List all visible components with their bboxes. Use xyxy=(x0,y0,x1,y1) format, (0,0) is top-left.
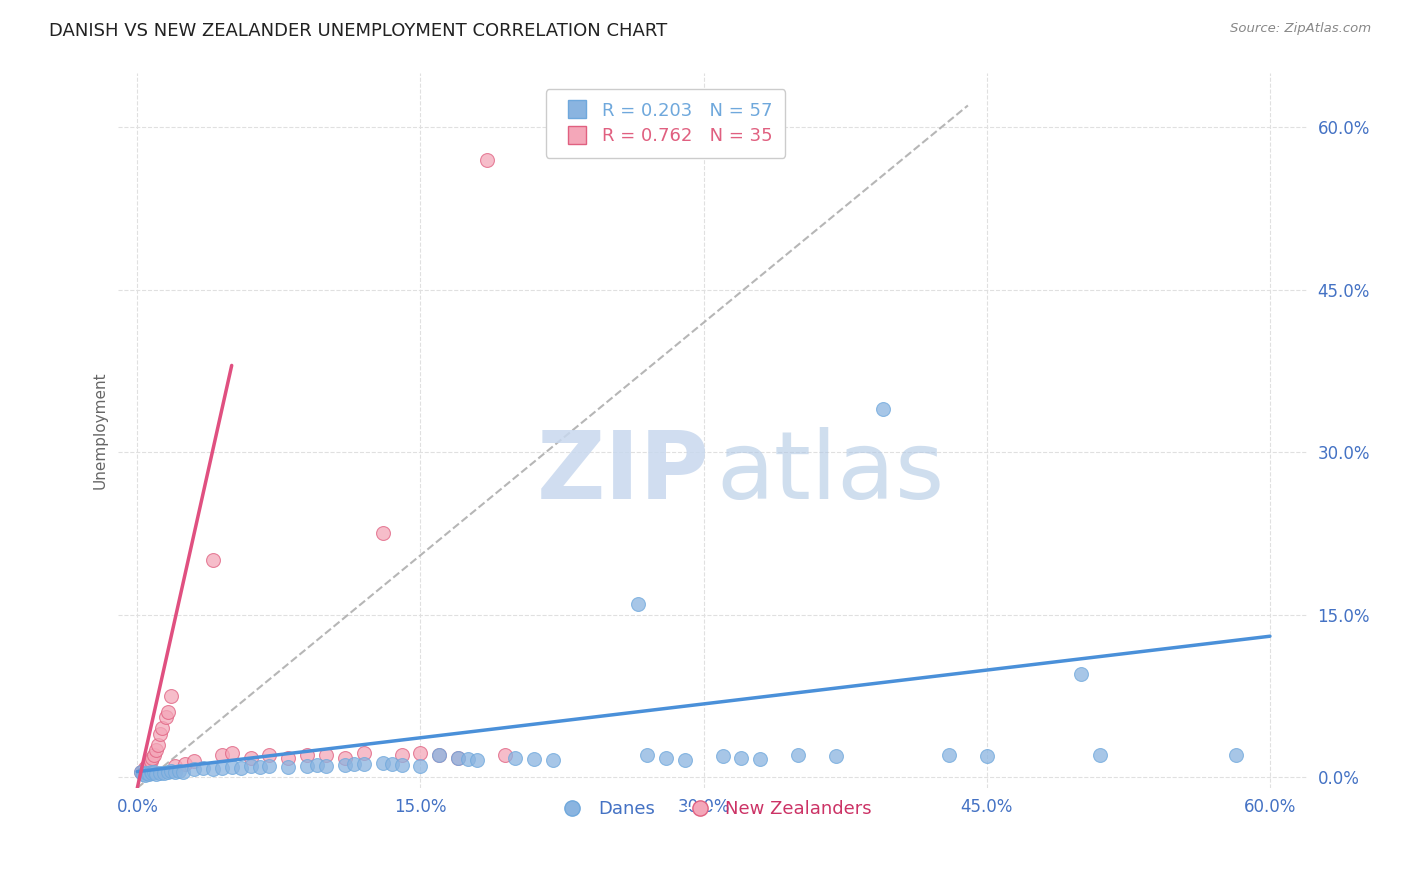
Point xyxy=(787,748,810,763)
Point xyxy=(193,761,215,775)
Point xyxy=(143,748,166,763)
Point xyxy=(730,750,752,764)
Point xyxy=(277,750,299,764)
Point xyxy=(277,760,299,774)
Point xyxy=(381,757,404,772)
Text: Source: ZipAtlas.com: Source: ZipAtlas.com xyxy=(1230,22,1371,36)
Point xyxy=(655,750,678,764)
Point xyxy=(427,748,450,763)
Point xyxy=(201,763,224,777)
Text: DANISH VS NEW ZEALANDER UNEMPLOYMENT CORRELATION CHART: DANISH VS NEW ZEALANDER UNEMPLOYMENT COR… xyxy=(49,22,668,40)
Text: atlas: atlas xyxy=(717,427,945,519)
Point xyxy=(409,759,432,773)
Point xyxy=(824,749,846,764)
Point xyxy=(259,759,281,773)
Point xyxy=(333,758,356,772)
Point xyxy=(201,553,224,567)
Point xyxy=(183,763,205,777)
Point xyxy=(427,748,450,763)
Point xyxy=(167,764,190,778)
Point xyxy=(503,750,526,764)
Point xyxy=(146,738,169,752)
Point xyxy=(447,750,470,764)
Point xyxy=(160,689,183,703)
Point xyxy=(673,753,696,767)
Point xyxy=(135,759,157,773)
Point xyxy=(143,764,166,779)
Point xyxy=(141,750,163,764)
Point xyxy=(249,760,271,774)
Point xyxy=(523,751,546,765)
Point xyxy=(152,765,174,780)
Point xyxy=(211,748,233,763)
Point xyxy=(138,757,160,772)
Point xyxy=(138,766,160,780)
Point xyxy=(139,764,162,779)
Point xyxy=(149,727,172,741)
Legend: Danes, New Zealanders: Danes, New Zealanders xyxy=(547,793,879,825)
Point xyxy=(129,764,152,779)
Point xyxy=(305,758,328,772)
Point xyxy=(447,750,470,764)
Point xyxy=(1088,748,1111,763)
Point xyxy=(132,766,155,780)
Point xyxy=(353,746,375,760)
Point xyxy=(409,746,432,760)
Point xyxy=(145,766,167,780)
Point xyxy=(183,754,205,768)
Point xyxy=(155,710,177,724)
Point xyxy=(1070,667,1092,681)
Point xyxy=(457,751,479,765)
Point xyxy=(749,751,772,765)
Point xyxy=(315,748,337,763)
Point xyxy=(156,705,179,719)
Point xyxy=(391,748,413,763)
Point xyxy=(1225,748,1247,763)
Point xyxy=(139,754,162,768)
Point xyxy=(145,743,167,757)
Point xyxy=(165,764,187,779)
Point xyxy=(134,761,156,775)
Point xyxy=(371,526,394,541)
Point xyxy=(173,757,195,772)
Point xyxy=(129,764,152,779)
Point xyxy=(541,753,564,767)
Point xyxy=(132,764,155,778)
Point xyxy=(295,748,318,763)
Point xyxy=(134,768,156,782)
Point xyxy=(295,759,318,773)
Y-axis label: Unemployment: Unemployment xyxy=(93,372,107,489)
Point xyxy=(626,597,648,611)
Text: ZIP: ZIP xyxy=(537,427,710,519)
Point xyxy=(135,765,157,780)
Point xyxy=(172,764,194,779)
Point xyxy=(239,750,262,764)
Point xyxy=(465,753,488,767)
Point xyxy=(475,153,498,167)
Point xyxy=(231,761,253,775)
Point xyxy=(343,757,366,772)
Point xyxy=(371,756,394,770)
Point xyxy=(211,761,233,775)
Point xyxy=(353,757,375,772)
Point xyxy=(333,750,356,764)
Point xyxy=(872,401,894,416)
Point xyxy=(636,748,658,763)
Point xyxy=(156,764,179,779)
Point xyxy=(221,760,243,774)
Point xyxy=(259,748,281,763)
Point xyxy=(149,765,172,780)
Point xyxy=(141,765,163,780)
Point xyxy=(160,764,183,778)
Point xyxy=(938,748,960,763)
Point xyxy=(150,721,173,735)
Point xyxy=(315,759,337,773)
Point xyxy=(976,749,998,764)
Point xyxy=(165,759,187,773)
Point xyxy=(239,759,262,773)
Point xyxy=(221,746,243,760)
Point xyxy=(711,749,734,764)
Point xyxy=(494,748,516,763)
Point xyxy=(391,758,413,772)
